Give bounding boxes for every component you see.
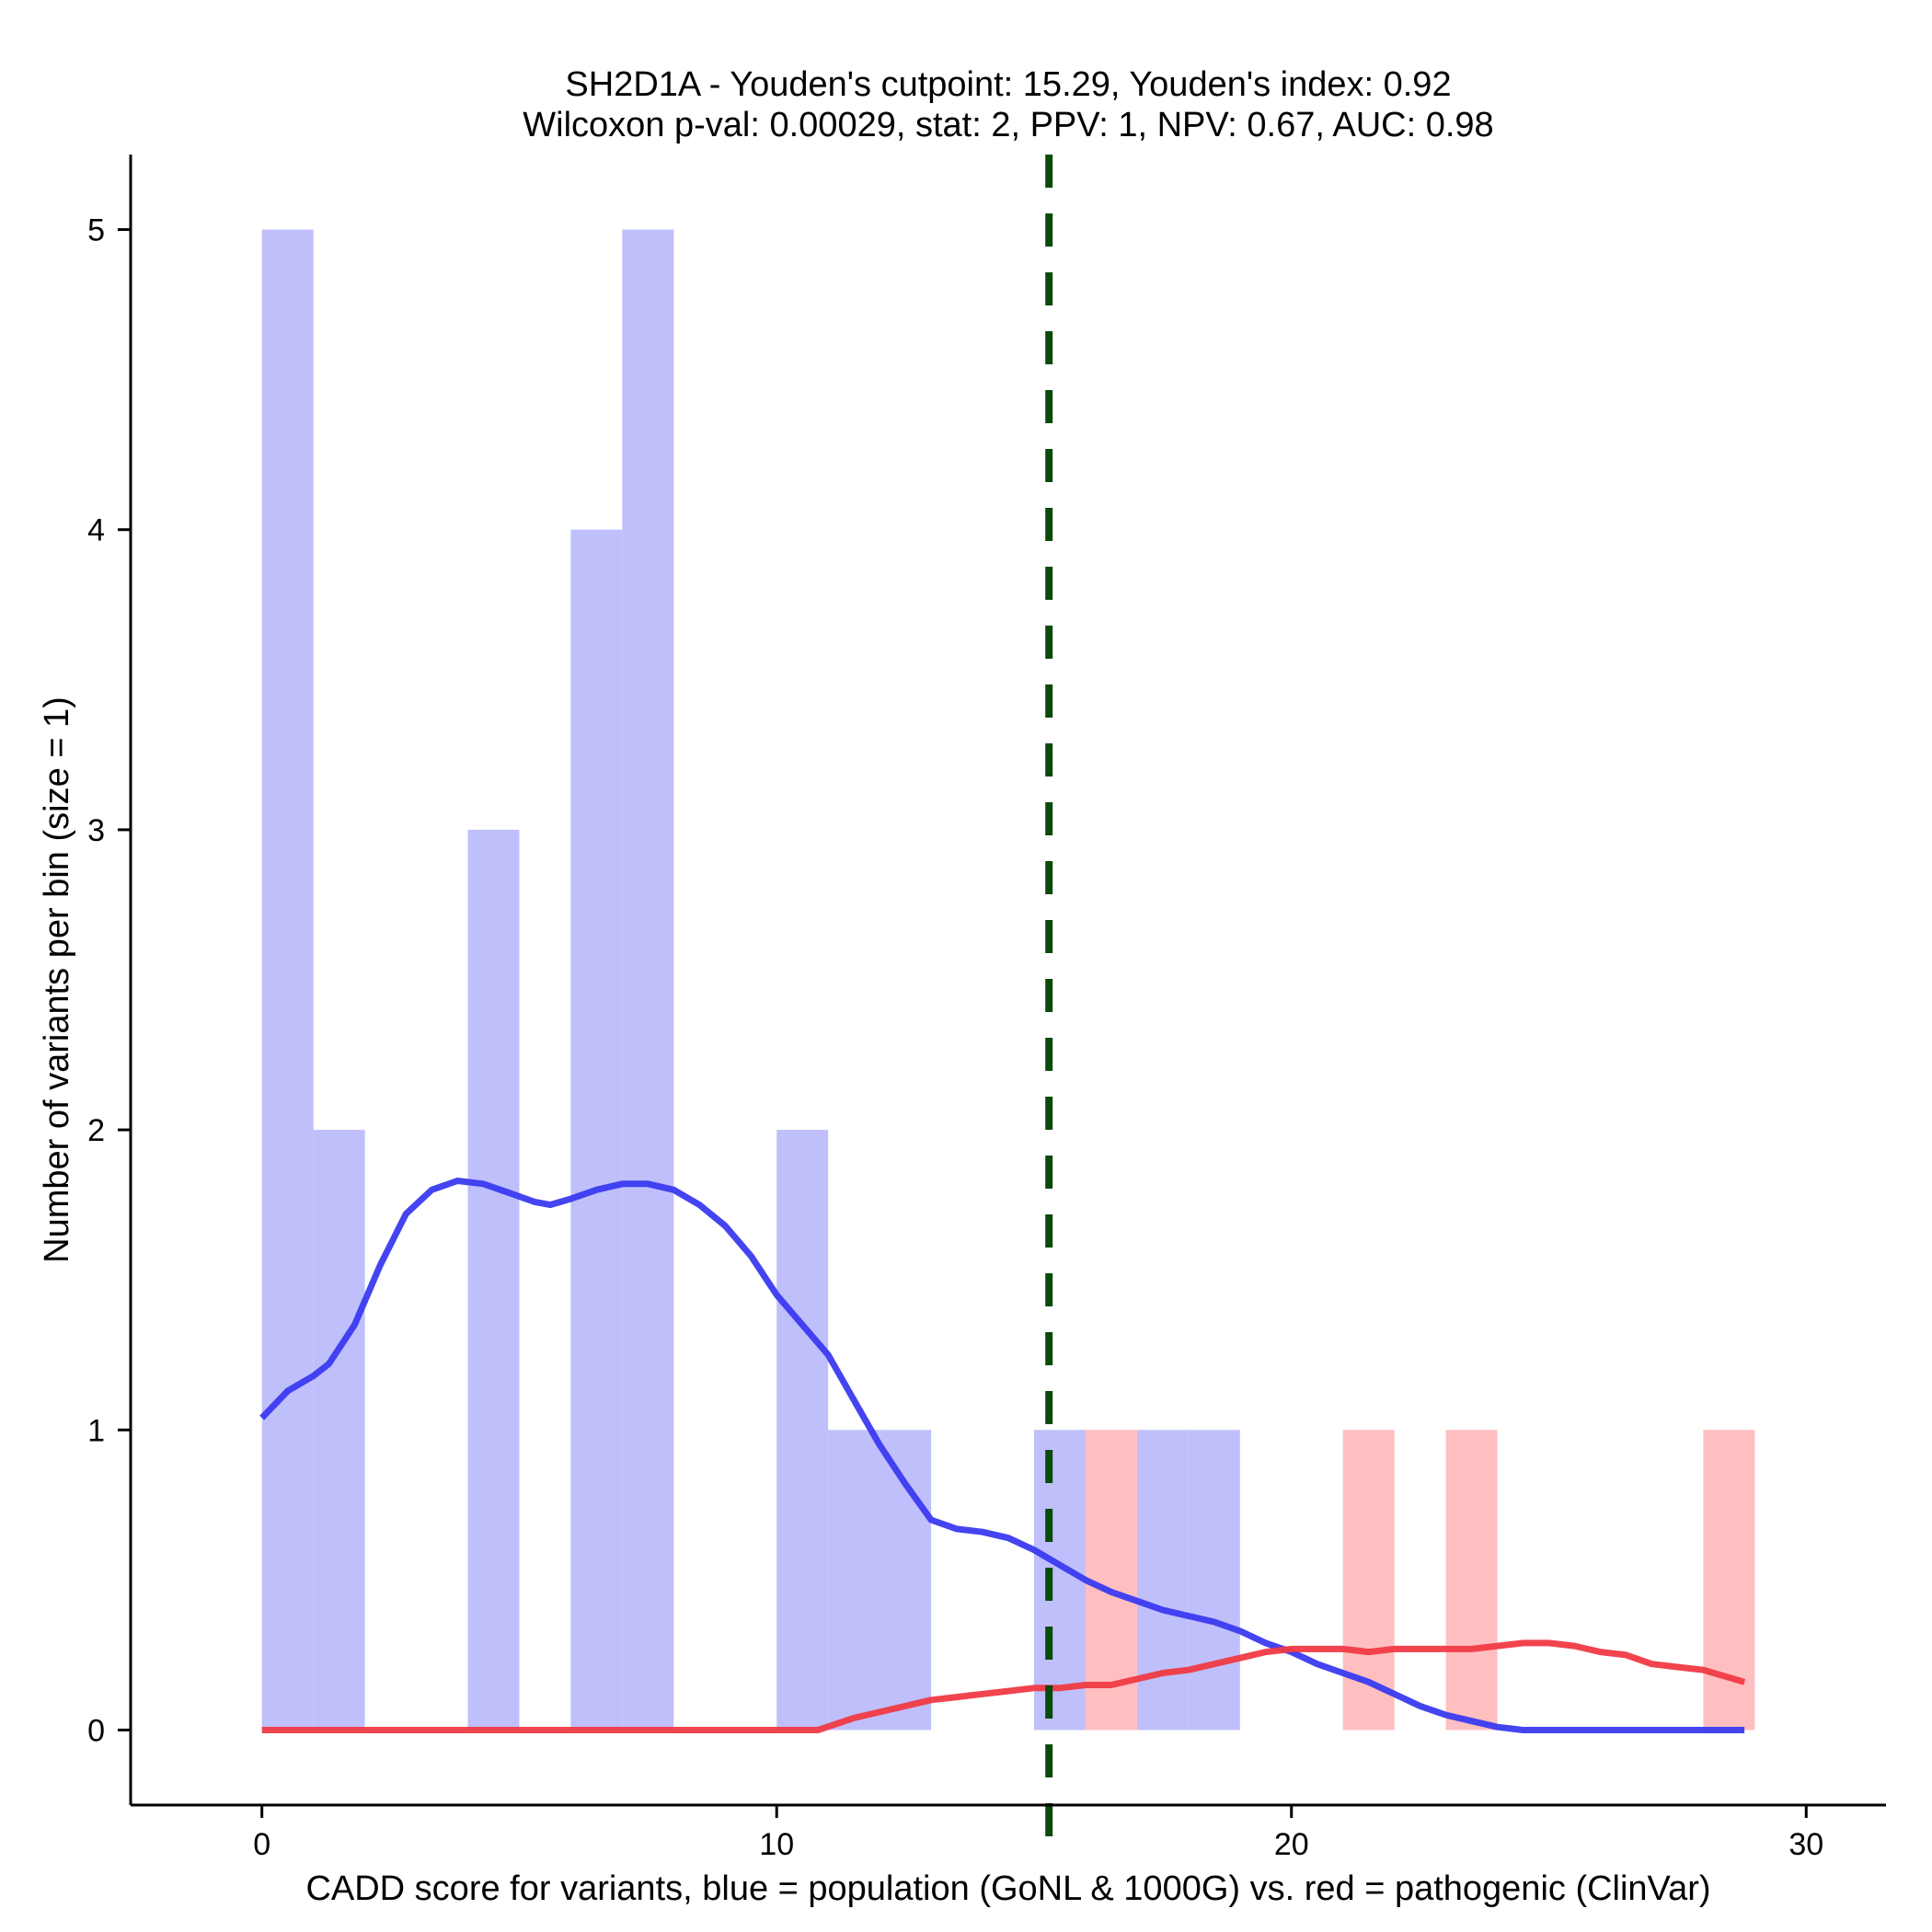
x-tick-label-0: 0	[253, 1827, 270, 1862]
pathogenic-density-line	[261, 1639, 1746, 1733]
population-bar-10	[1188, 1430, 1240, 1731]
population-bar-4	[622, 229, 674, 1731]
y-tick-label-5: 5	[87, 213, 105, 248]
pathogenic-bar-3	[1703, 1430, 1755, 1731]
population-bar-0	[261, 229, 314, 1731]
x-tick-label-20: 20	[1274, 1827, 1309, 1862]
y-tick-label-3: 3	[87, 813, 105, 848]
y-tick-label-1: 1	[87, 1413, 105, 1448]
population-density-line	[259, 1178, 1745, 1733]
population-bar-7	[880, 1430, 932, 1731]
population-bar-2	[467, 829, 520, 1731]
x-tick-label-30: 30	[1788, 1827, 1823, 1862]
chart-subtitle: Wilcoxon p-val: 0.00029, stat: 2, PPV: 1…	[523, 106, 1493, 144]
population-bar-3	[570, 529, 623, 1731]
y-axis-label: Number of variants per bin (size = 1)	[38, 696, 76, 1263]
chart-title: SH2D1A - Youden's cutpoint: 15.29, Youde…	[565, 65, 1451, 104]
density-lines	[259, 1178, 1746, 1733]
x-tick-label-10: 10	[759, 1827, 794, 1862]
y-tick-label-0: 0	[87, 1713, 105, 1748]
population-bar-8	[1033, 1430, 1086, 1731]
pathogenic-bar-2	[1445, 1430, 1498, 1731]
y-tick-label-2: 2	[87, 1113, 105, 1148]
y-tick-label-4: 4	[87, 513, 105, 548]
population-bar-9	[1136, 1430, 1189, 1731]
population-bar-5	[776, 1130, 829, 1731]
x-axis-ticks: 0 10 20 30	[253, 1805, 1823, 1862]
population-bar-1	[313, 1130, 365, 1731]
y-axis-ticks: 0 1 2 3 4 5	[87, 213, 131, 1748]
histogram-bars	[261, 229, 1755, 1731]
population-bar-6	[828, 1430, 880, 1731]
x-axis-label: CADD score for variants, blue = populati…	[305, 1869, 1710, 1908]
